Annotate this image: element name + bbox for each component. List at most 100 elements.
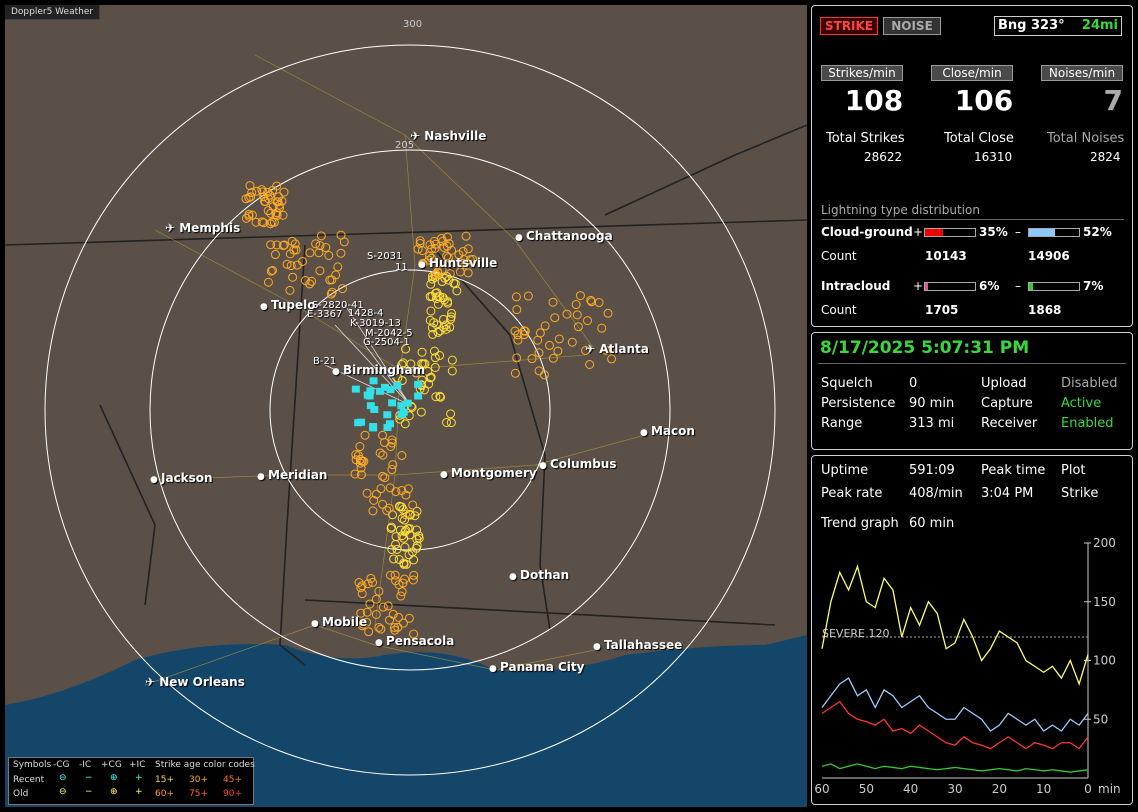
strike-marker — [246, 192, 256, 202]
strike-marker — [427, 274, 437, 284]
strike-marker — [378, 450, 388, 460]
strike-marker — [257, 217, 267, 227]
strike-marker — [393, 373, 403, 383]
strike-marker — [287, 236, 297, 246]
strike-marker — [548, 353, 558, 363]
strike-marker — [573, 322, 583, 332]
legend-col: +IC — [129, 760, 146, 770]
strike-marker — [527, 354, 537, 364]
strike-marker — [582, 316, 592, 326]
track-label: 11 — [395, 262, 408, 273]
track-label: S-2820-41 — [312, 300, 364, 311]
recent-strike-marker — [363, 391, 372, 399]
noise-button[interactable]: NOISE — [883, 17, 941, 35]
y-tick-label: 200 — [1093, 538, 1116, 550]
strike-marker — [365, 599, 375, 609]
strike-marker — [305, 279, 315, 289]
minus-cg-recent-icon: ⊖ — [59, 773, 67, 783]
strike-marker — [409, 629, 419, 639]
strike-marker — [441, 324, 451, 334]
strike-marker — [409, 570, 419, 580]
city-dot-icon: ● — [375, 638, 386, 648]
strike-marker — [315, 266, 325, 276]
strike-marker — [378, 430, 388, 440]
y-tick-label: 100 — [1093, 654, 1116, 668]
city-name: New Orleans — [159, 675, 245, 689]
age-30: 30+ — [189, 775, 208, 785]
trend-series-line — [821, 564, 1089, 687]
ic-negative-pct: 7% — [1083, 279, 1104, 293]
capture-value[interactable]: Active — [1061, 396, 1102, 411]
strike-marker — [447, 366, 457, 376]
strike-marker — [292, 260, 302, 270]
lightning-map[interactable]: 300 205 Doppler5 Weather ✈ Nashville ✈ Me… — [5, 5, 807, 807]
trend-graph-value[interactable]: 60 min — [909, 516, 955, 531]
cg-positive-pct: 35% — [979, 225, 1008, 239]
strike-marker — [259, 218, 269, 228]
range-rings — [44, 44, 776, 776]
strike-marker — [428, 329, 438, 339]
city-name: Columbus — [550, 457, 617, 471]
city-label-meridian: ● Meridian — [257, 468, 327, 482]
legend-col: -CG — [53, 760, 70, 770]
strike-marker — [282, 259, 292, 269]
city-dot-icon: ● — [257, 472, 268, 482]
strike-marker — [252, 186, 262, 196]
strike-button[interactable]: STRIKE — [820, 17, 878, 35]
airport-icon: ✈ — [585, 342, 600, 356]
peak-time-label: Peak time — [981, 463, 1046, 478]
city-name: Nashville — [424, 129, 487, 143]
city-name: Tupelo — [271, 298, 316, 312]
track-label: B-21 — [313, 356, 337, 367]
minus-ic-recent-icon: − — [85, 773, 93, 783]
strike-marker — [336, 248, 346, 258]
strike-marker — [400, 574, 410, 584]
legend-symbols-label: Symbols — [13, 760, 52, 770]
strike-marker — [433, 267, 443, 277]
city-name: Tallahassee — [604, 638, 683, 652]
strike-marker — [311, 239, 321, 249]
strike-marker — [581, 345, 591, 355]
recent-strike-marker — [414, 392, 423, 400]
recent-strike-marker — [351, 385, 360, 393]
strike-marker — [601, 345, 611, 355]
city-label-panama-city: ● Panama City — [489, 660, 584, 674]
receiver-value[interactable]: Enabled — [1061, 416, 1114, 431]
uptime-value: 591:09 — [909, 463, 955, 478]
strike-marker — [468, 254, 478, 264]
recent-strike-marker — [383, 411, 392, 419]
strike-marker — [413, 244, 423, 254]
age-60: 60+ — [155, 789, 174, 799]
strike-marker — [427, 253, 437, 263]
ring-label-205: 205 — [395, 140, 414, 151]
close-per-min-label[interactable]: Close/min — [931, 65, 1013, 81]
minus-ic-old-icon: − — [85, 787, 93, 797]
x-unit-label: min — [1098, 782, 1121, 796]
strike-marker — [430, 353, 440, 363]
strike-marker — [356, 463, 366, 473]
strike-marker — [550, 313, 560, 323]
strike-marker — [355, 442, 365, 452]
city-name: Chattanooga — [526, 229, 613, 243]
app-title: Doppler5 Weather — [5, 5, 101, 20]
city-label-chattanooga: ● Chattanooga — [515, 229, 613, 243]
strike-marker — [585, 360, 595, 370]
noises-per-min-label[interactable]: Noises/min — [1041, 65, 1123, 81]
plus-ic-old-icon: + — [135, 787, 143, 797]
strike-marker — [357, 456, 367, 466]
city-label-new-orleans: ✈ New Orleans — [145, 675, 245, 689]
strike-marker — [376, 484, 386, 494]
strikes-per-min-label[interactable]: Strikes/min — [821, 65, 903, 81]
strike-marker — [445, 269, 455, 279]
ic-positive-count: 1705 — [925, 303, 959, 317]
city-name: Meridian — [268, 468, 328, 482]
plot-value[interactable]: Strike — [1061, 486, 1099, 501]
strike-marker — [385, 570, 395, 580]
strike-marker — [435, 326, 445, 336]
strike-marker — [307, 276, 317, 286]
strike-marker — [430, 362, 440, 372]
upload-value[interactable]: Disabled — [1061, 376, 1118, 391]
strike-marker — [540, 321, 550, 331]
strike-marker — [425, 251, 435, 261]
strike-marker — [418, 258, 428, 268]
